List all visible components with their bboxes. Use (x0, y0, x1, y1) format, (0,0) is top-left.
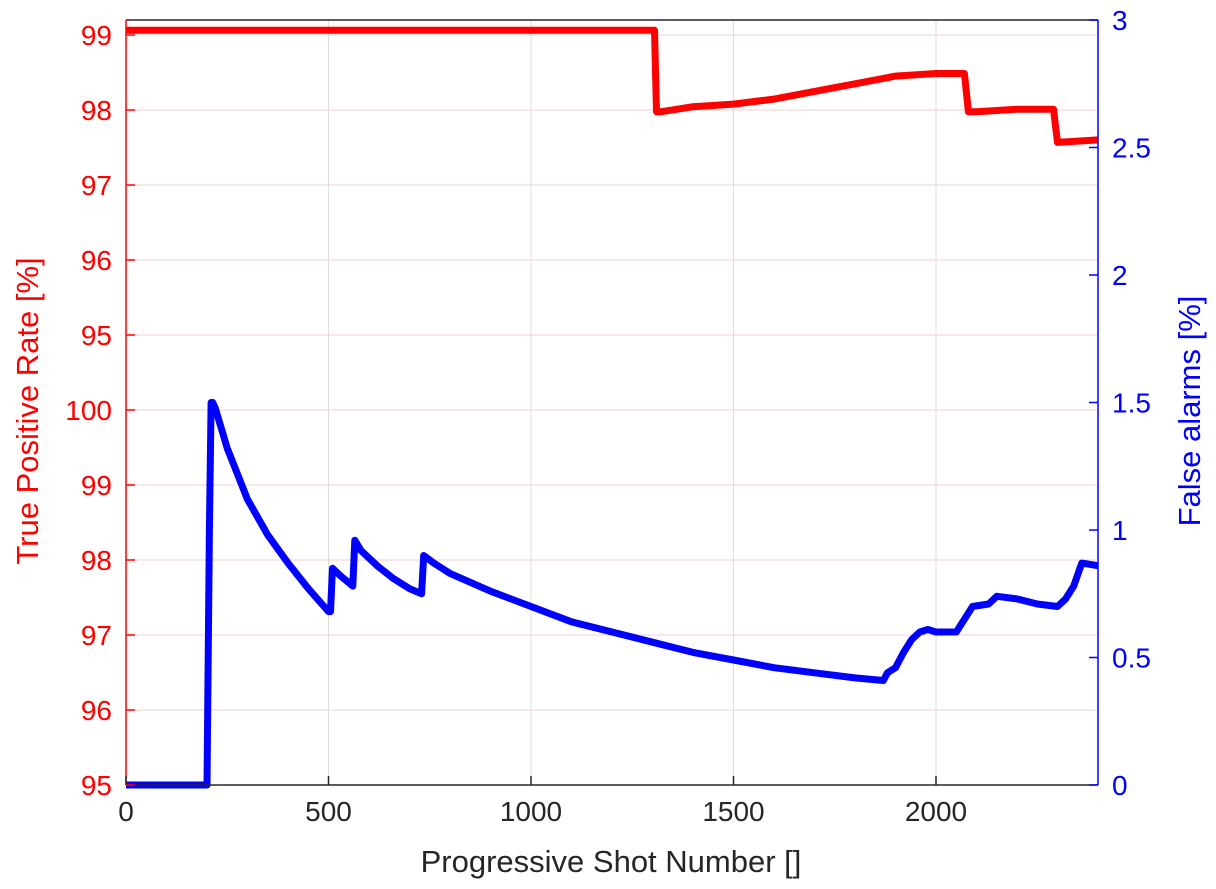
grid-lines (126, 20, 1098, 785)
right-tick-label: 2.5 (1112, 133, 1151, 164)
plot-frame (125, 19, 1099, 786)
right-tick-label: 0 (1112, 770, 1128, 801)
left-tick-label: 97 (81, 170, 112, 201)
right-axis-label: False alarms [%] (1172, 296, 1207, 527)
right-tick-label: 0.5 (1112, 643, 1151, 674)
left-tick-label: 99 (81, 470, 112, 501)
right-tick-label: 2 (1112, 260, 1128, 291)
x-tick-label: 1500 (702, 796, 764, 827)
left-axis-label: True Positive Rate [%] (10, 257, 45, 564)
left-tick-label: 99 (81, 20, 112, 51)
left-tick-label: 98 (81, 95, 112, 126)
left-tick-label: 96 (81, 695, 112, 726)
x-tick-label: 500 (305, 796, 352, 827)
x-tick-label: 2000 (905, 796, 967, 827)
x-tick-label: 1000 (500, 796, 562, 827)
x-axis-label: Progressive Shot Number [] (421, 844, 802, 879)
left-tick-label: 98 (81, 545, 112, 576)
x-tick-label: 0 (118, 796, 134, 827)
left-axis-ticks: 95 96 97 98 99 100 95 96 97 98 99 (65, 20, 135, 801)
right-axis-ticks: 0 0.5 1 1.5 2 2.5 3 (1089, 5, 1151, 801)
left-tick-label: 95 (81, 770, 112, 801)
left-tick-label: 100 (65, 395, 112, 426)
left-tick-label: 95 (81, 320, 112, 351)
series-layer (126, 26, 1099, 789)
right-tick-label: 1 (1112, 515, 1128, 546)
false-alarms-line (126, 399, 1099, 789)
left-tick-label: 96 (81, 245, 112, 276)
right-tick-label: 1.5 (1112, 388, 1151, 419)
true-positive-rate-line (126, 26, 1099, 146)
x-axis-ticks: 0 500 1000 1500 2000 (118, 776, 967, 827)
left-tick-label: 97 (81, 620, 112, 651)
right-tick-label: 3 (1112, 5, 1128, 36)
